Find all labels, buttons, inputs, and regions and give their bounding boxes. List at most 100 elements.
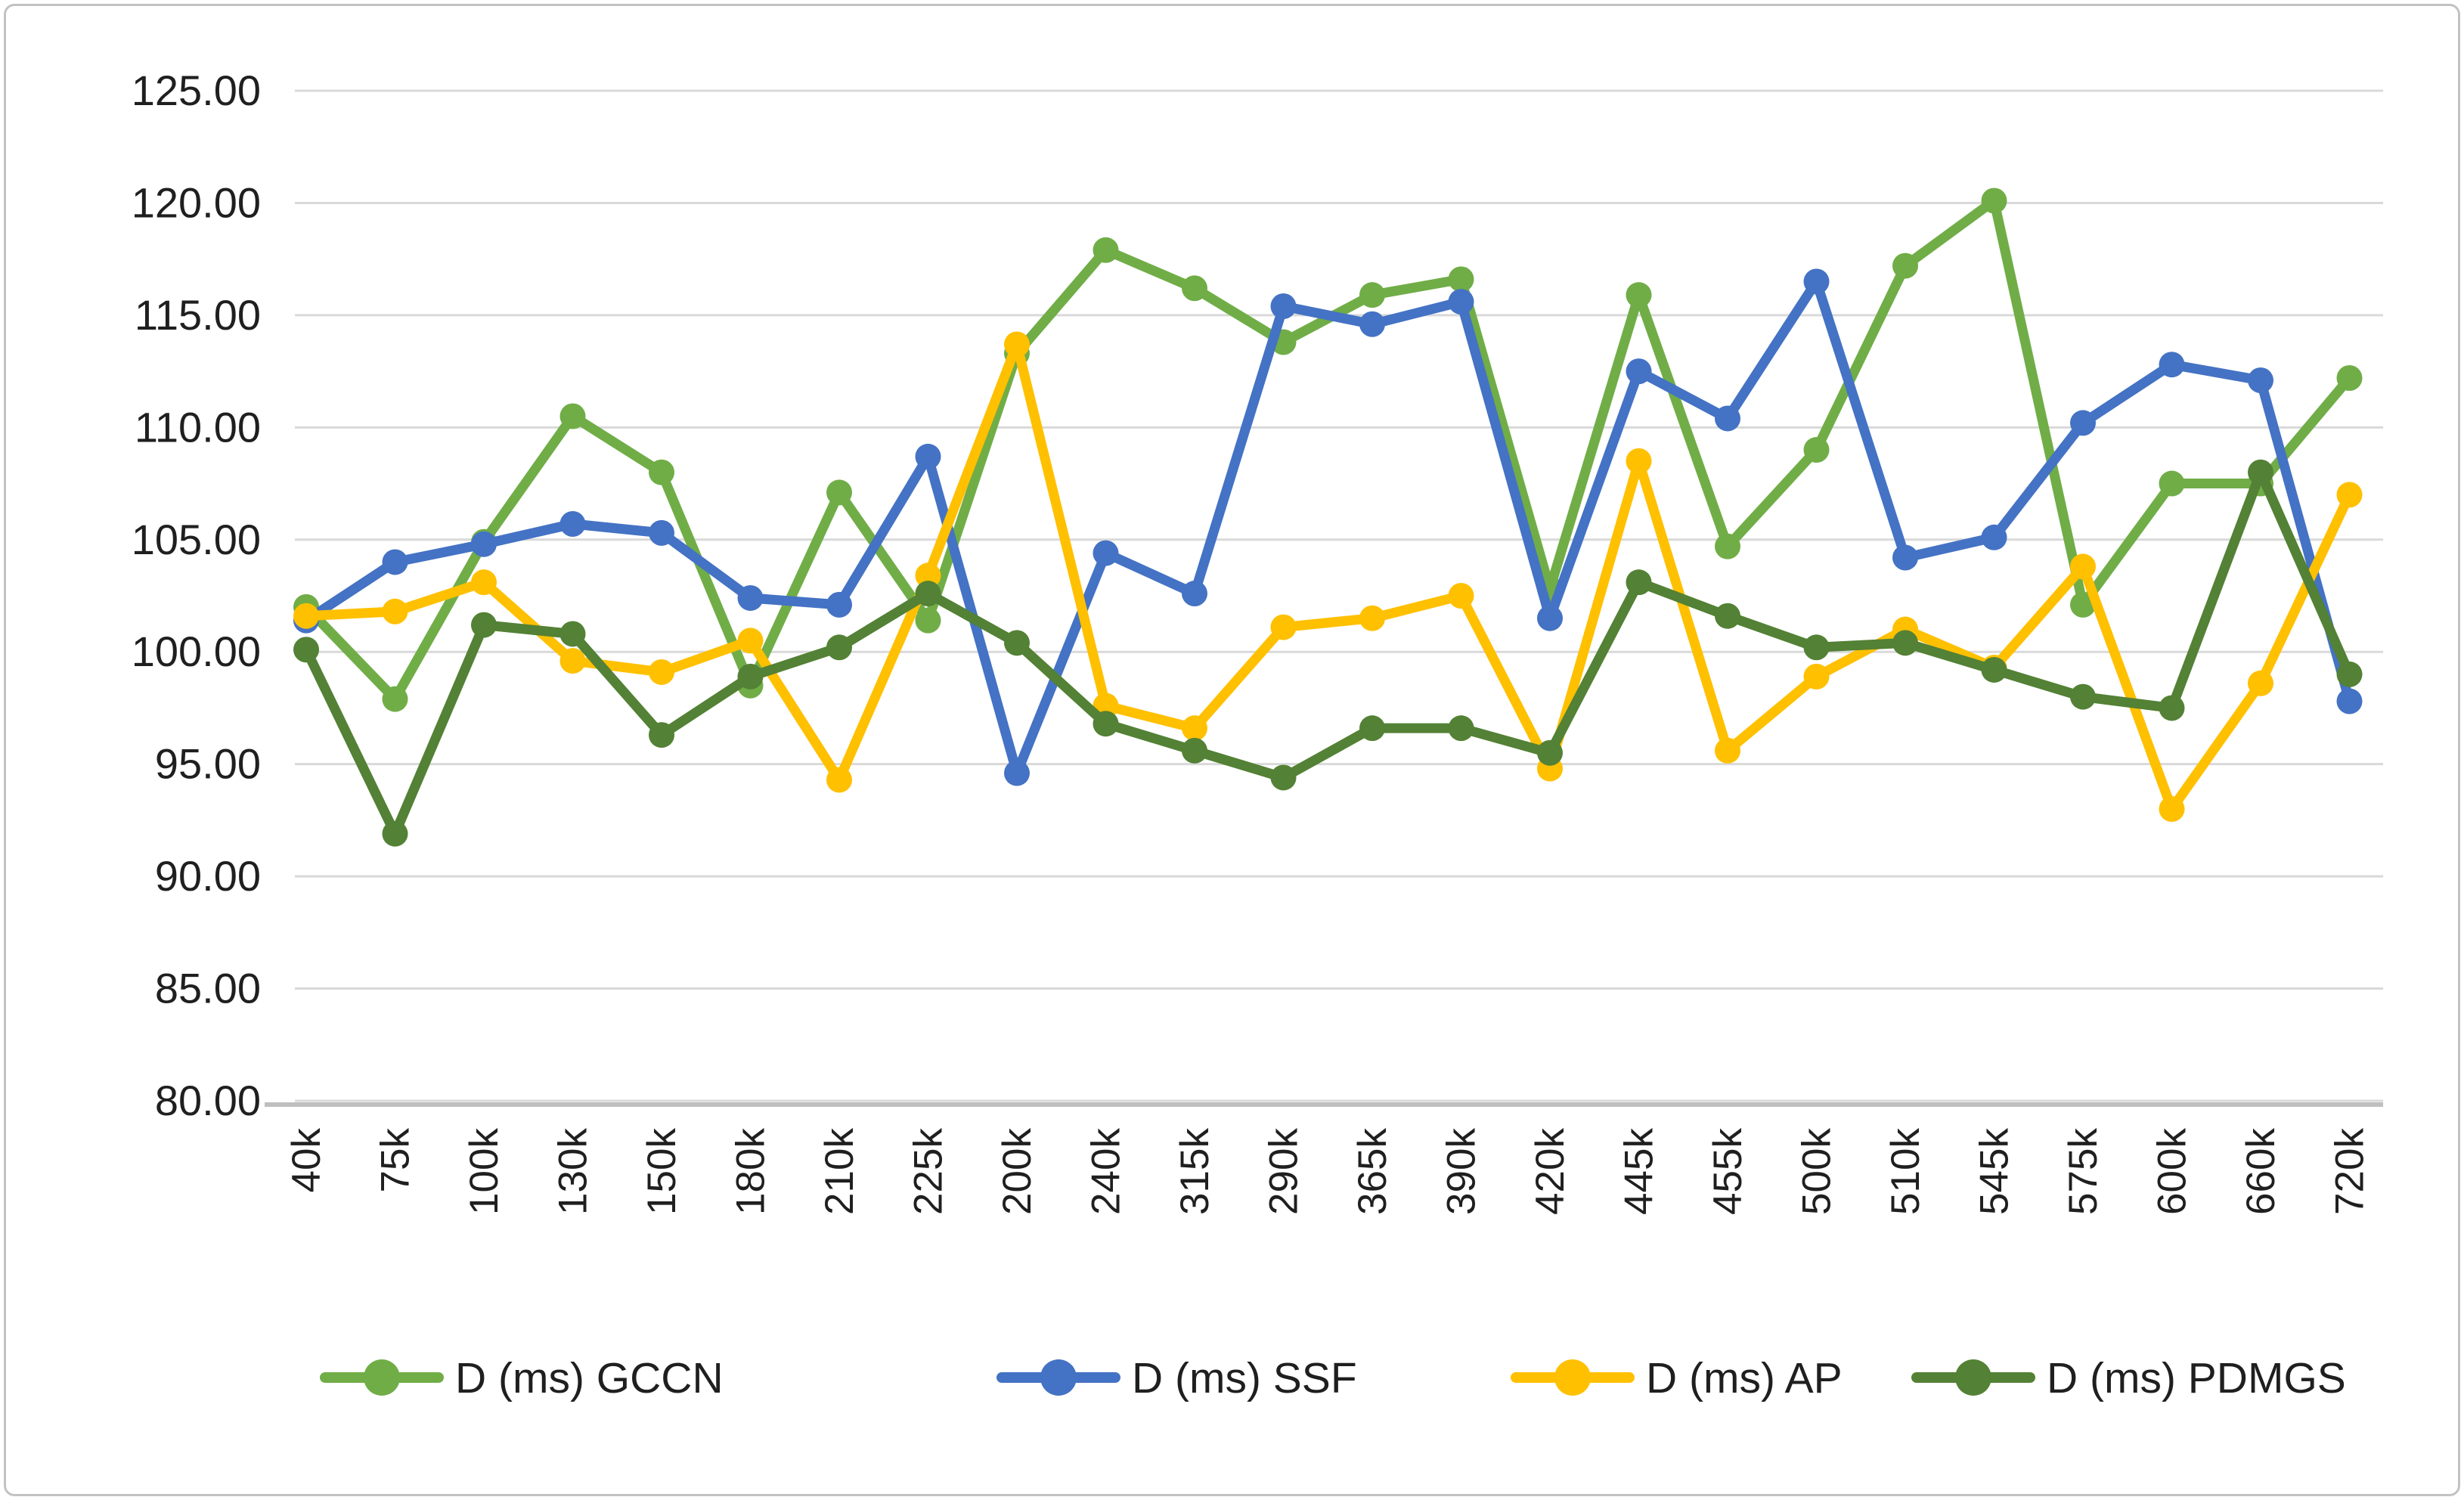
x-tick-label: 290k xyxy=(1262,1128,1306,1215)
data-point-d-ms-gccn-225k xyxy=(915,607,941,634)
data-point-d-ms-ssf-500k xyxy=(1803,268,1830,295)
data-point-d-ms-gccn-240k xyxy=(1093,237,1119,263)
data-point-d-ms-pdmgs-365k xyxy=(1359,715,1385,742)
legend-label: D (ms) GCCN xyxy=(455,1354,724,1402)
data-point-d-ms-ssf-365k xyxy=(1359,311,1385,337)
data-point-d-ms-ap-225k xyxy=(915,562,941,589)
gridlines xyxy=(295,89,2383,1102)
x-tick-label: 180k xyxy=(729,1128,773,1215)
x-tick-label: 390k xyxy=(1440,1128,1484,1215)
data-point-d-ms-gccn-150k xyxy=(649,459,674,485)
y-tick-label: 95.00 xyxy=(155,740,261,788)
data-point-d-ms-pdmgs-315k xyxy=(1182,737,1207,764)
data-point-d-ms-gccn-720k xyxy=(2336,365,2363,392)
x-tick-label: 500k xyxy=(1795,1128,1839,1215)
x-tick-label: 130k xyxy=(551,1128,596,1215)
legend-label: D (ms) AP xyxy=(1646,1354,1843,1402)
data-point-d-ms-pdmgs-130k xyxy=(559,621,586,647)
x-tick-label: 445k xyxy=(1617,1128,1662,1215)
data-point-d-ms-ssf-420k xyxy=(1537,605,1563,631)
y-tick-label: 80.00 xyxy=(155,1077,261,1124)
x-tick-label: 315k xyxy=(1173,1128,1217,1215)
y-tick-label: 115.00 xyxy=(135,291,261,339)
data-point-d-ms-ssf-100k xyxy=(471,531,497,557)
legend-label: D (ms) SSF xyxy=(1132,1354,1357,1402)
data-point-d-ms-ap-290k xyxy=(1270,614,1297,640)
x-tick-label: 575k xyxy=(2061,1128,2106,1215)
data-point-d-ms-pdmgs-445k xyxy=(1626,569,1652,596)
y-tick-label: 105.00 xyxy=(132,516,261,563)
data-point-d-ms-pdmgs-150k xyxy=(649,722,674,748)
y-tick-label: 125.00 xyxy=(132,67,261,114)
data-point-d-ms-gccn-210k xyxy=(826,479,852,506)
data-point-d-ms-gccn-390k xyxy=(1448,266,1474,293)
legend-marker-icon xyxy=(1955,1359,1991,1396)
data-point-d-ms-ap-210k xyxy=(826,767,852,793)
data-point-d-ms-pdmgs-390k xyxy=(1448,715,1474,742)
data-point-d-ms-gccn-445k xyxy=(1626,282,1652,308)
data-point-d-ms-ap-720k xyxy=(2336,482,2363,508)
data-point-d-ms-ap-100k xyxy=(471,569,497,596)
x-tick-label: 720k xyxy=(2328,1128,2373,1215)
data-point-d-ms-pdmgs-75k xyxy=(382,820,408,847)
data-point-d-ms-pdmgs-500k xyxy=(1803,634,1830,661)
y-axis-labels: 125.00 120.00 115.00 110.00 105.00 100.00 95.0… xyxy=(132,67,261,1124)
series-line-d-ms-ssf xyxy=(301,276,2354,779)
data-point-d-ms-gccn-315k xyxy=(1182,275,1207,302)
data-point-d-ms-pdmgs-575k xyxy=(2070,683,2096,710)
data-point-d-ms-ssf-315k xyxy=(1182,581,1207,607)
data-point-d-ms-ssf-290k xyxy=(1270,293,1297,320)
data-point-d-ms-ap-180k xyxy=(737,628,764,654)
data-point-d-ms-ap-200k xyxy=(1004,331,1030,358)
data-point-d-ms-ssf-660k xyxy=(2248,367,2273,393)
data-point-d-ms-ssf-575k xyxy=(2070,410,2096,436)
y-tick-label: 110.00 xyxy=(135,403,261,451)
series-d-ms-pdmgs xyxy=(293,459,2363,847)
data-point-d-ms-gccn-545k xyxy=(1981,188,2007,214)
y-tick-label: 100.00 xyxy=(132,628,261,675)
x-tick-label: 100k xyxy=(462,1128,507,1215)
legend-marker-icon xyxy=(1040,1359,1077,1396)
data-point-d-ms-ssf-455k xyxy=(1715,405,1740,432)
data-point-d-ms-ap-150k xyxy=(649,659,674,685)
x-axis-labels: 40k 75k 100k 130k 150k 180k 210k 225k 200k 240k 31… xyxy=(284,1128,2373,1215)
data-point-d-ms-gccn-500k xyxy=(1803,437,1830,463)
x-tick-label: 510k xyxy=(1883,1128,1928,1215)
legend-label: D (ms) PDMGS xyxy=(2047,1354,2346,1402)
data-point-d-ms-ssf-510k xyxy=(1892,544,1918,571)
data-point-d-ms-pdmgs-210k xyxy=(826,634,852,661)
data-point-d-ms-gccn-130k xyxy=(559,403,586,429)
data-point-d-ms-pdmgs-720k xyxy=(2336,661,2363,687)
legend-marker-icon xyxy=(364,1359,400,1396)
data-point-d-ms-gccn-365k xyxy=(1359,282,1385,308)
data-point-d-ms-ssf-150k xyxy=(649,519,674,546)
data-point-d-ms-ap-130k xyxy=(559,648,586,674)
data-point-d-ms-gccn-455k xyxy=(1715,533,1740,559)
data-point-d-ms-ssf-75k xyxy=(382,549,408,575)
data-point-d-ms-ssf-600k xyxy=(2159,352,2185,378)
x-tick-label: 200k xyxy=(995,1128,1040,1215)
y-tick-label: 90.00 xyxy=(155,852,261,900)
data-point-d-ms-ssf-720k xyxy=(2336,688,2363,714)
legend-item-d-ms-gccn: D (ms) GCCN xyxy=(320,1354,724,1402)
data-point-d-ms-pdmgs-600k xyxy=(2159,695,2185,721)
legend-marker-icon xyxy=(1554,1359,1591,1396)
data-point-d-ms-ap-575k xyxy=(2070,553,2096,580)
data-point-d-ms-pdmgs-420k xyxy=(1537,739,1563,766)
data-point-d-ms-ssf-445k xyxy=(1626,358,1652,385)
data-point-d-ms-ap-365k xyxy=(1359,605,1385,631)
data-point-d-ms-pdmgs-100k xyxy=(471,612,497,638)
data-point-d-ms-ap-455k xyxy=(1715,737,1740,764)
data-point-d-ms-ap-445k xyxy=(1626,448,1652,474)
data-point-d-ms-ap-75k xyxy=(382,598,408,624)
x-tick-label: 75k xyxy=(373,1128,418,1193)
x-tick-label: 210k xyxy=(817,1128,862,1215)
data-point-d-ms-pdmgs-545k xyxy=(1981,656,2007,683)
data-point-d-ms-gccn-75k xyxy=(382,686,408,712)
x-tick-label: 365k xyxy=(1350,1128,1395,1215)
data-point-d-ms-pdmgs-180k xyxy=(737,663,764,690)
data-point-d-ms-ssf-200k xyxy=(1004,760,1030,786)
data-point-d-ms-pdmgs-290k xyxy=(1270,764,1297,791)
data-point-d-ms-ssf-210k xyxy=(826,591,852,618)
